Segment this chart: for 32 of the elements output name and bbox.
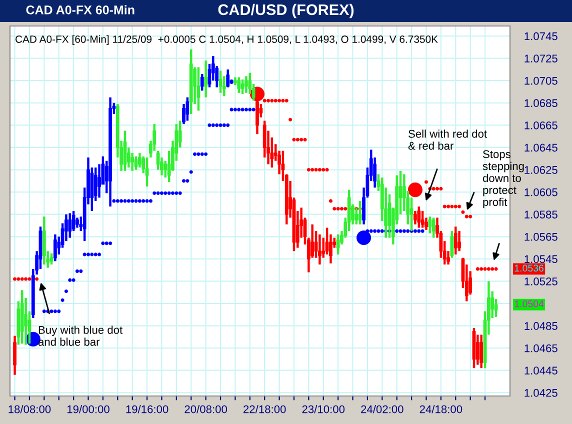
- annotation: Sell with red dot & red bar: [408, 130, 487, 150]
- y-tick-label: 1.0525: [524, 277, 558, 286]
- x-tick-label: 23/10:00: [302, 405, 345, 414]
- y-tick-label: 1.0485: [524, 322, 558, 330]
- y-tick-label: 1.0725: [524, 54, 558, 62]
- x-tick-label: 24/02:00: [361, 405, 404, 414]
- y-tick-label: 1.0605: [524, 188, 558, 196]
- y-tick-label: 1.0425: [524, 388, 558, 397]
- annotation: Buy with blue dot and blue bar: [38, 326, 123, 346]
- annotation: Stops stepping down to protect profit: [482, 150, 524, 208]
- x-tick-label: 24/18:00: [420, 405, 462, 414]
- y-tick-label: 1.0625: [524, 166, 558, 174]
- x-tick-label: 20/08:00: [184, 405, 228, 414]
- x-tick-label: 19/16:00: [126, 405, 168, 414]
- chart-title: CAD/USD (FOREX): [218, 4, 354, 18]
- y-tick-label: 1.0565: [524, 232, 558, 241]
- y-tick-label: 1.0685: [524, 99, 558, 108]
- x-tick-label: 22/18:00: [244, 405, 286, 414]
- y-tick-label: 1.0445: [524, 366, 558, 375]
- y-tick-label: 1.0545: [524, 255, 558, 264]
- y-tick-label: 1.0665: [524, 121, 558, 130]
- text: CAD A0-FX 60-Min: [26, 5, 134, 14]
- y-tick-label: 1.0705: [524, 76, 558, 85]
- y-tick-label: 1.0465: [524, 344, 558, 352]
- y-tick-label: 1.0645: [524, 144, 558, 152]
- y-tick-label: 1.0745: [524, 32, 558, 40]
- y-tick-label: 1.0585: [524, 210, 558, 218]
- text: 1.0536: [514, 264, 544, 272]
- text: 1.0504: [514, 300, 544, 308]
- x-tick-label: 19/00:00: [67, 405, 110, 414]
- x-tick-label: 18/08:00: [8, 405, 51, 414]
- text: CAD A0-FX [60-Min] 11/25/09 +0.0005 C 1.0504, H 1.0509, L 1.0493, O 1.0499, V 6.7350K: [16, 35, 438, 45]
